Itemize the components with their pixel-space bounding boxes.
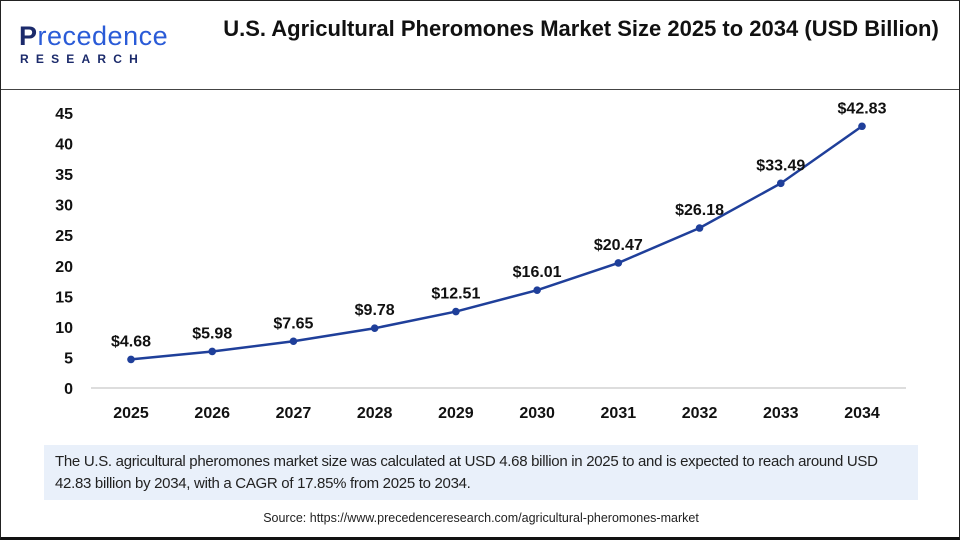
x-tick-label: 2034 xyxy=(844,405,880,422)
data-label: $4.68 xyxy=(111,333,151,350)
data-label: $5.98 xyxy=(192,325,232,342)
x-tick-label: 2029 xyxy=(438,405,474,422)
data-label: $33.49 xyxy=(756,157,805,174)
description-box: The U.S. agricultural pheromones market … xyxy=(44,445,918,500)
data-point xyxy=(452,307,460,316)
source-text: Source: https://www.precedenceresearch.c… xyxy=(263,511,699,525)
logo-line2: RESEARCH xyxy=(20,52,145,66)
y-tick-label: 5 xyxy=(64,350,73,367)
data-label: $26.18 xyxy=(675,202,724,219)
x-tick-label: 2025 xyxy=(113,405,149,422)
y-tick-label: 30 xyxy=(55,198,73,215)
data-point xyxy=(208,347,217,356)
data-point xyxy=(533,286,541,294)
x-tick-label: 2028 xyxy=(357,405,393,422)
y-tick-label: 25 xyxy=(55,228,73,245)
y-tick-label: 45 xyxy=(55,106,73,123)
logo: Precedence RESEARCH xyxy=(17,21,169,66)
y-tick-label: 20 xyxy=(55,259,73,276)
data-label: $42.83 xyxy=(838,100,887,117)
data-point xyxy=(695,224,704,232)
data-label: $16.01 xyxy=(513,264,562,281)
x-tick-label: 2033 xyxy=(763,405,799,422)
logo-line1: Precedence xyxy=(19,21,169,51)
y-tick-label: 35 xyxy=(55,167,73,184)
x-tick-label: 2032 xyxy=(682,405,718,422)
x-tick-label: 2031 xyxy=(601,405,637,422)
x-tick-label: 2027 xyxy=(276,405,312,422)
chart-title: U.S. Agricultural Pheromones Market Size… xyxy=(223,16,939,41)
data-point xyxy=(289,337,298,346)
data-label: $9.78 xyxy=(355,302,395,319)
y-tick-label: 10 xyxy=(55,320,73,337)
y-tick-label: 0 xyxy=(64,381,73,398)
data-label: $12.51 xyxy=(431,286,480,303)
series-line xyxy=(130,125,863,361)
y-tick-label: 40 xyxy=(55,137,73,154)
data-point xyxy=(370,324,379,333)
y-tick-label: 15 xyxy=(55,289,73,306)
header-divider xyxy=(1,89,959,90)
data-point xyxy=(614,259,623,267)
data-point xyxy=(127,355,135,364)
x-tick-label: 2026 xyxy=(194,405,230,422)
data-label: $7.65 xyxy=(273,315,313,332)
data-point xyxy=(858,122,866,131)
x-tick-label: 2030 xyxy=(519,405,555,422)
data-label: $20.47 xyxy=(594,237,643,254)
data-point xyxy=(776,179,785,188)
